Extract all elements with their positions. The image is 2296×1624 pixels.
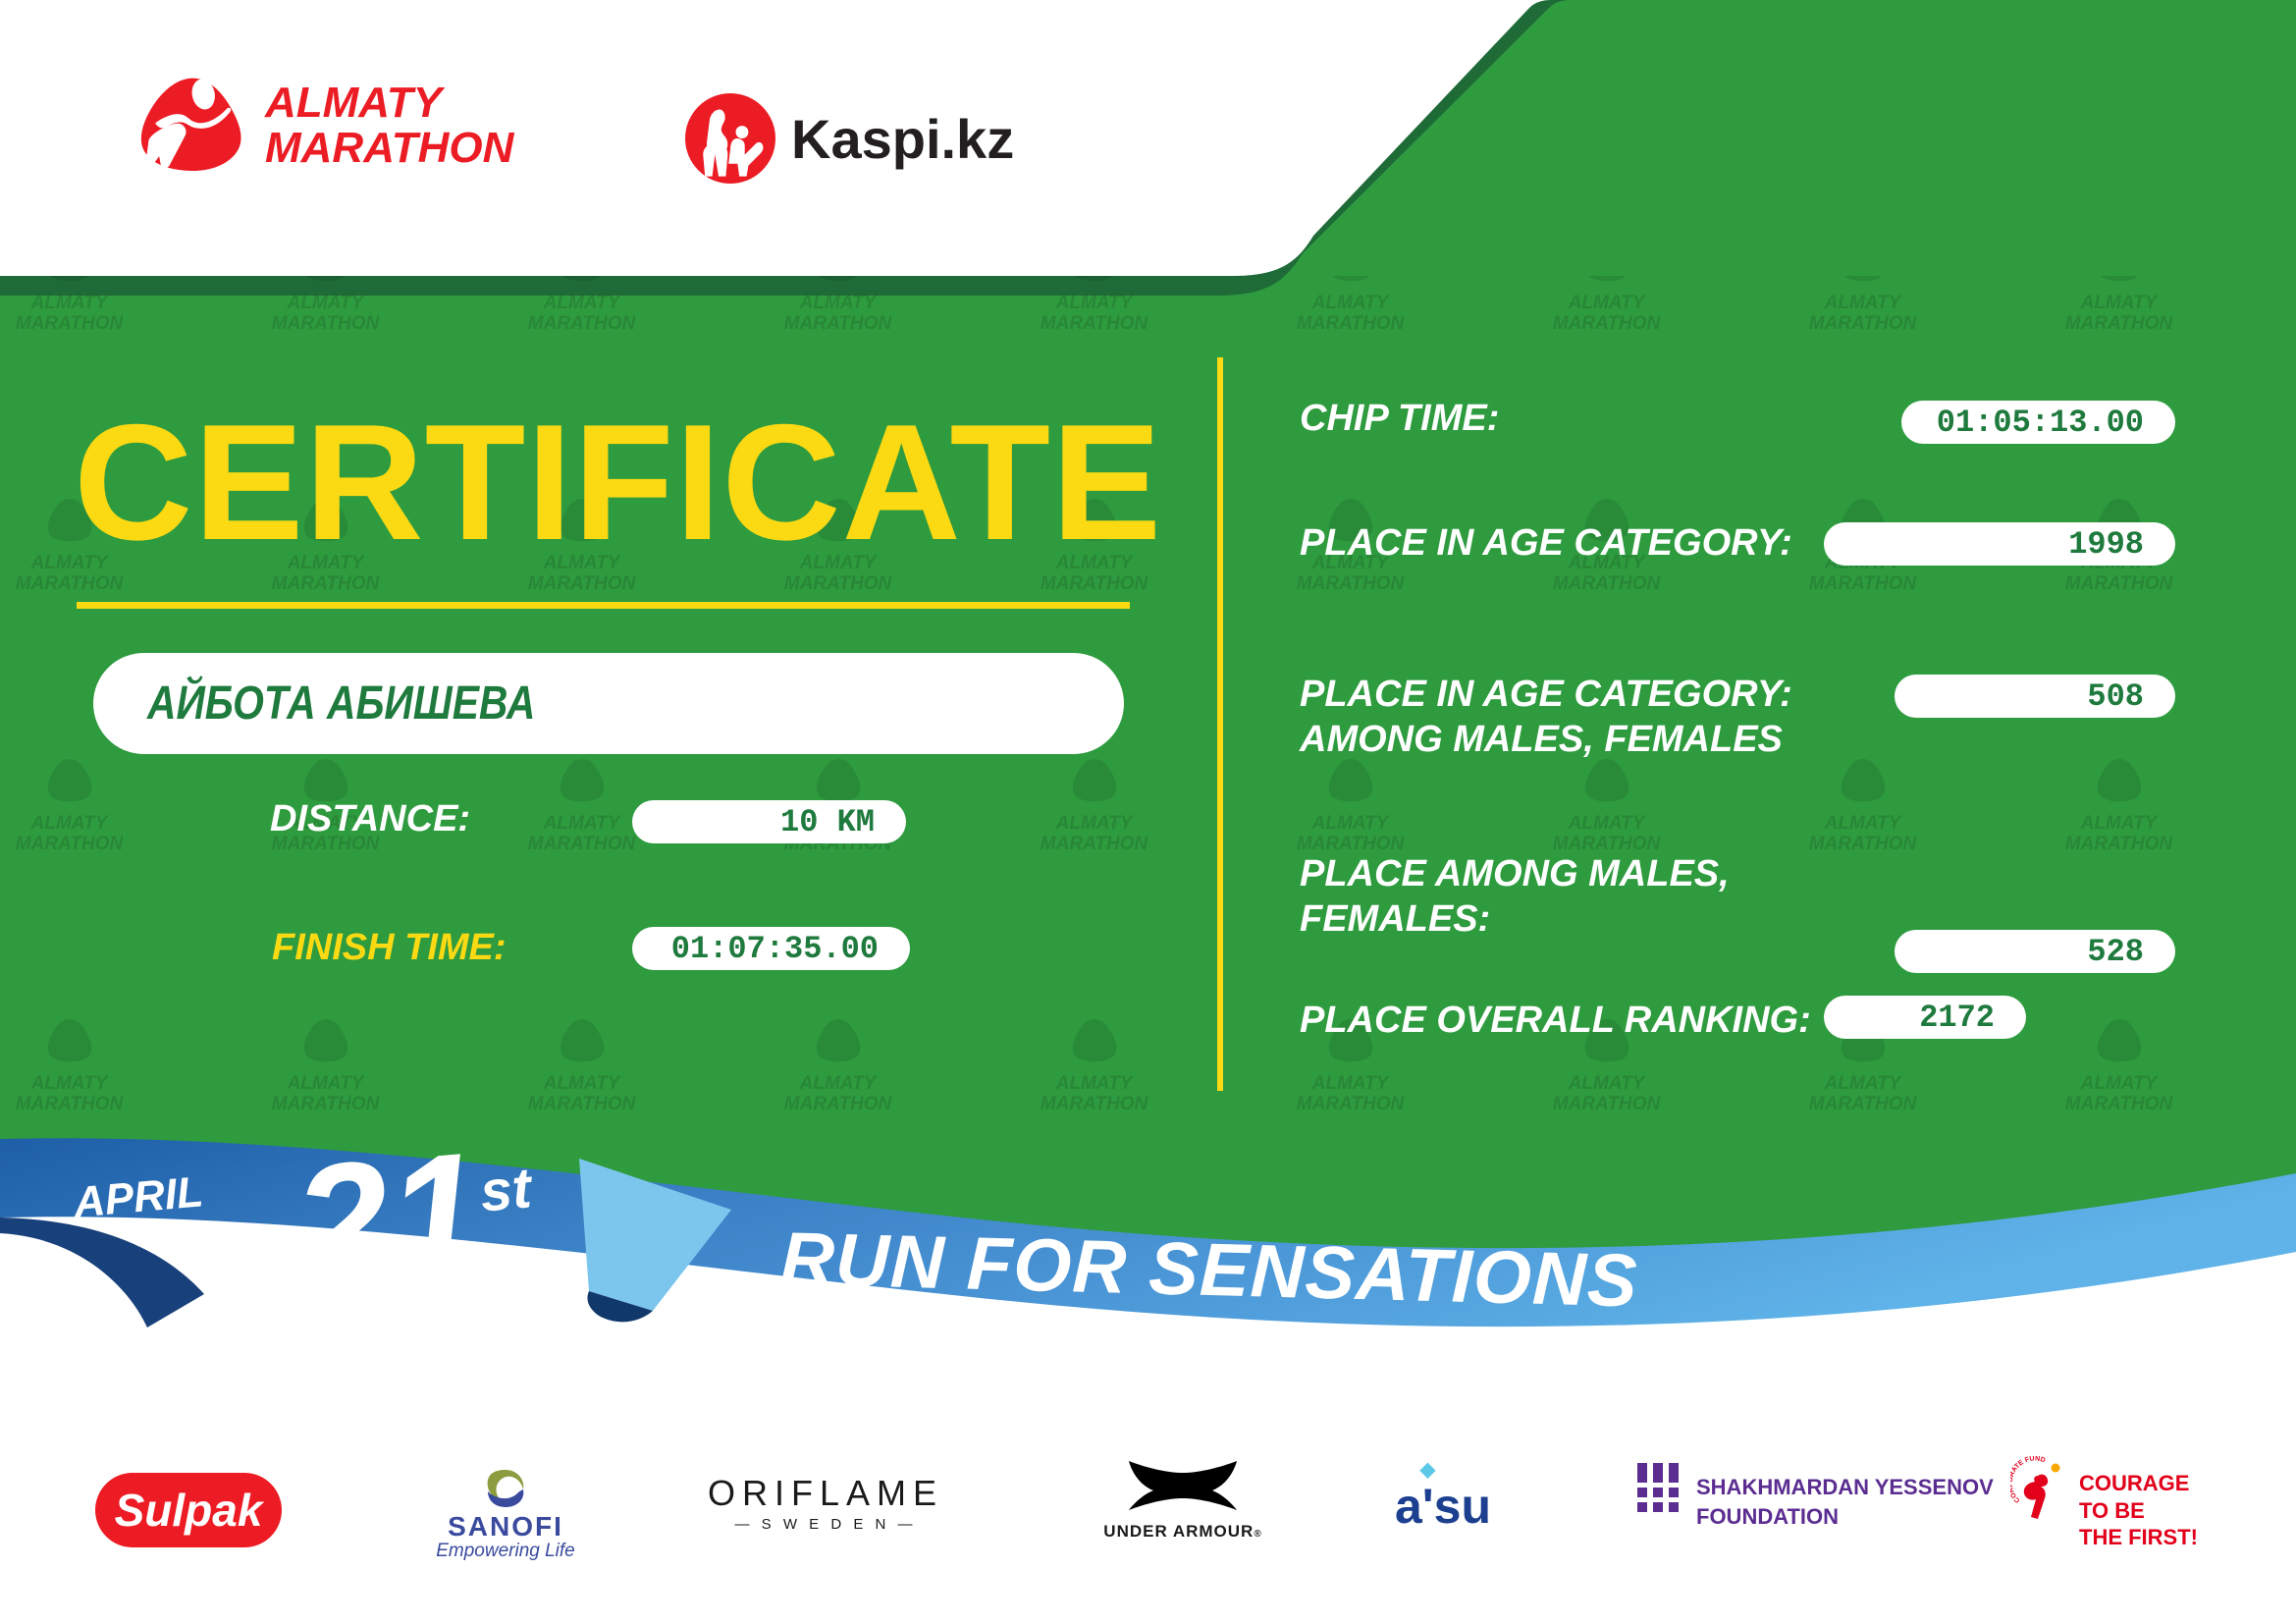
svg-text:Sulpak: Sulpak: [115, 1485, 265, 1536]
